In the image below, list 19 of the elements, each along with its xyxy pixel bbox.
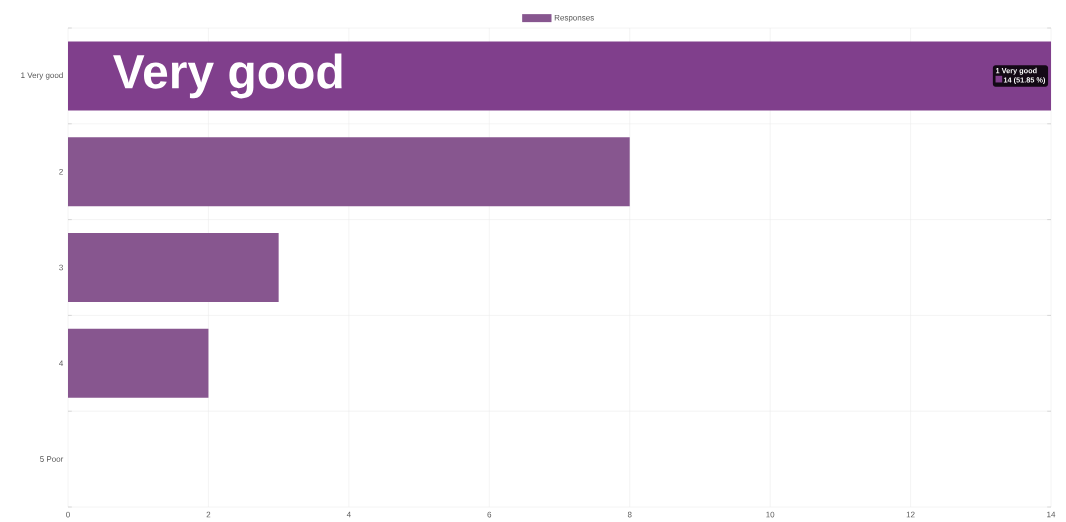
bar — [68, 233, 279, 302]
y-tick-label: 3 — [59, 264, 63, 271]
bar — [68, 328, 209, 398]
y-tick-label: 1 Very good — [21, 72, 63, 80]
bar — [68, 137, 630, 207]
x-tick-label: 6 — [487, 511, 492, 518]
y-tick-label: 4 — [59, 360, 64, 367]
x-tick-label: 2 — [206, 511, 211, 518]
x-tick-label: 0 — [66, 511, 70, 518]
x-tick-label: 14 — [1047, 511, 1056, 518]
x-tick-label: 8 — [627, 511, 632, 518]
x-tick-label: 12 — [906, 511, 915, 518]
legend-label: Responses — [554, 14, 594, 23]
x-tick-label: 4 — [346, 511, 351, 518]
y-tick-label: 5 Poor — [40, 456, 64, 462]
y-tick-label: 2 — [59, 168, 63, 175]
bar — [68, 41, 1052, 111]
annotation: Very good — [113, 53, 342, 99]
x-tick-label: 10 — [766, 511, 775, 518]
